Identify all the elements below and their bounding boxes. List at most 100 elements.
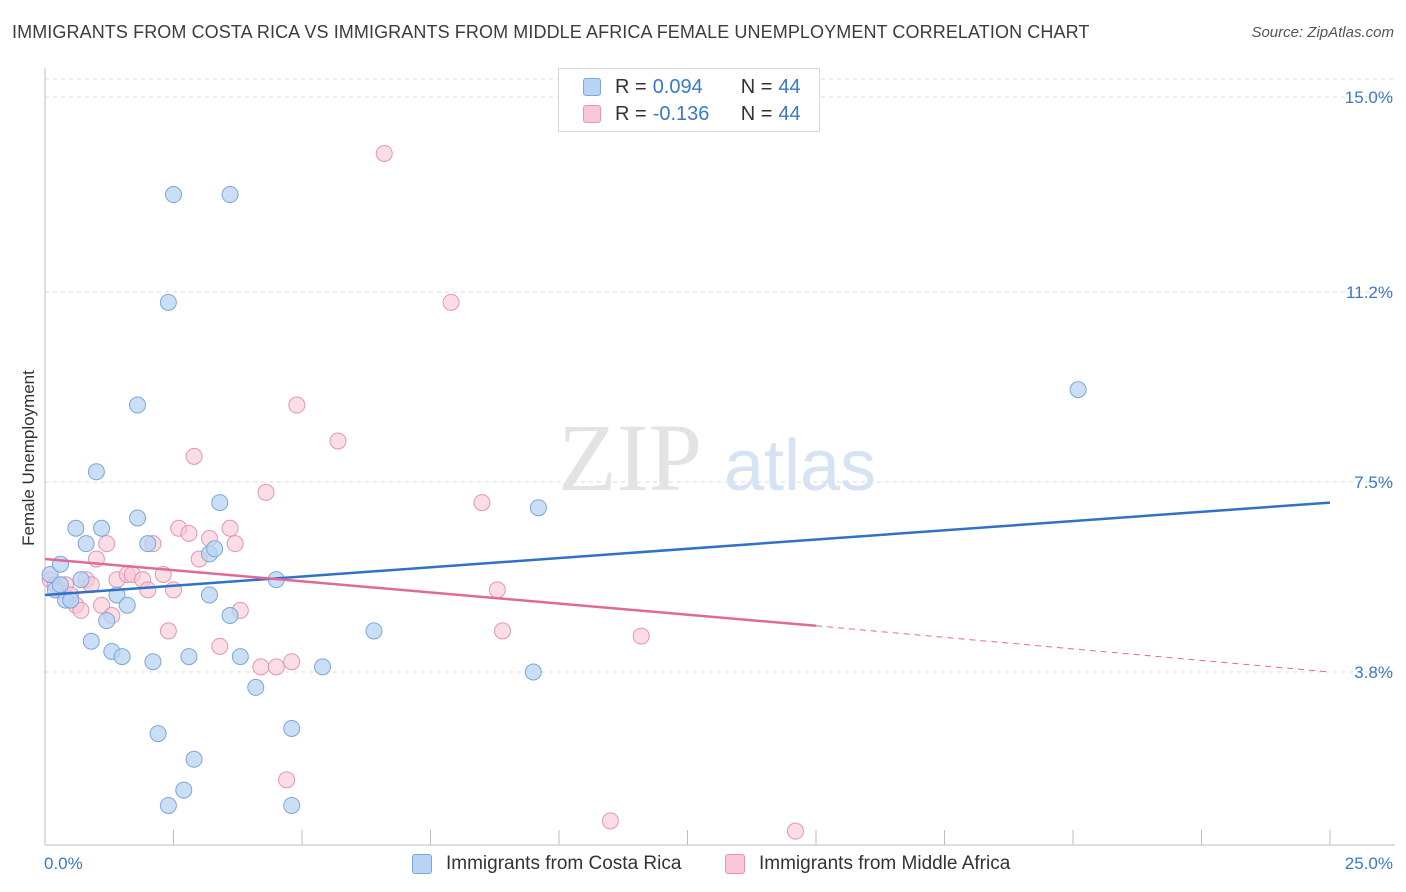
point-costa-rica <box>185 750 203 768</box>
point-middle-africa <box>180 524 198 542</box>
point-costa-rica <box>129 396 147 414</box>
y-tick-label: 3.8% <box>1354 663 1393 682</box>
watermark-zip: ZIP <box>558 404 702 511</box>
legend-label-middle-africa: Immigrants from Middle Africa <box>759 853 1011 874</box>
point-costa-rica <box>67 519 85 537</box>
point-middle-africa <box>473 494 491 512</box>
source-credit: Source: ZipAtlas.com <box>1251 24 1394 41</box>
trend-lines <box>44 501 1331 673</box>
point-middle-africa <box>211 637 229 655</box>
point-middle-africa <box>267 658 285 676</box>
legend-item-costa-rica[interactable]: Immigrants from Costa Rica <box>412 851 681 877</box>
n-label: N = <box>740 75 773 98</box>
y-axis-label-text: Female Unemployment <box>19 370 38 546</box>
point-costa-rica <box>118 596 136 614</box>
point-middle-africa <box>488 581 506 599</box>
r-label: R = <box>615 102 647 125</box>
watermark: ZIP atlas <box>558 404 876 511</box>
trend-line-middle-africa-extrapolated <box>815 625 1331 673</box>
point-middle-africa <box>185 447 203 465</box>
point-costa-rica <box>159 796 177 814</box>
pink-n-value: 44 <box>778 102 801 125</box>
y-axis-label: Female Unemployment <box>19 370 38 546</box>
point-middle-africa <box>632 627 650 645</box>
point-costa-rica <box>206 540 224 558</box>
point-costa-rica <box>283 719 301 737</box>
point-middle-africa <box>139 581 157 599</box>
point-costa-rica <box>82 632 100 650</box>
point-costa-rica <box>98 612 116 630</box>
y-tick-label: 7.5% <box>1354 473 1393 492</box>
point-costa-rica <box>175 781 193 799</box>
trend-line-middle-africa <box>44 557 817 628</box>
point-costa-rica <box>221 186 239 204</box>
point-middle-africa <box>226 535 244 553</box>
point-middle-africa <box>288 396 306 414</box>
series-costa-rica <box>41 186 1087 814</box>
point-middle-africa <box>786 822 804 840</box>
blue-r-value: 0.094 <box>652 75 703 98</box>
watermark-atlas: atlas <box>724 426 876 506</box>
point-costa-rica <box>529 499 547 517</box>
stats-legend: R = 0.094 N = 44 R = -0.136 N = 44 <box>558 68 820 132</box>
point-costa-rica <box>149 725 167 743</box>
point-costa-rica <box>51 576 69 594</box>
point-costa-rica <box>72 571 90 589</box>
point-middle-africa <box>252 658 270 676</box>
point-middle-africa <box>221 519 239 537</box>
point-costa-rica <box>165 186 182 204</box>
point-middle-africa <box>72 601 90 619</box>
point-costa-rica <box>365 622 383 640</box>
point-costa-rica <box>129 509 147 527</box>
legend-swatch-blue <box>412 854 432 874</box>
point-middle-africa <box>93 596 111 614</box>
grid-lines <box>45 78 1395 673</box>
y-tick-label: 11.2% <box>1346 283 1393 302</box>
blue-swatch <box>583 78 601 96</box>
chart-title: IMMIGRANTS FROM COSTA RICA VS IMMIGRANTS… <box>12 22 1090 42</box>
legend-item-middle-africa[interactable]: Immigrants from Middle Africa <box>725 851 1010 877</box>
point-costa-rica <box>314 658 332 676</box>
point-costa-rica <box>247 678 265 696</box>
point-middle-africa <box>257 483 275 501</box>
point-middle-africa <box>493 622 511 640</box>
x-tick-label: 0.0% <box>44 854 83 873</box>
point-costa-rica <box>113 648 131 666</box>
legend-label-costa-rica: Immigrants from Costa Rica <box>446 853 682 874</box>
point-middle-africa <box>98 535 116 553</box>
point-costa-rica <box>144 653 162 671</box>
legend-swatch-pink <box>725 854 745 874</box>
point-middle-africa <box>283 653 301 671</box>
trend-line-costa-rica <box>44 501 1331 597</box>
n-label: N = <box>740 102 773 125</box>
point-costa-rica <box>283 796 301 814</box>
point-costa-rica <box>159 293 177 311</box>
stats-legend-row-pink: R = -0.136 N = 44 <box>583 101 801 127</box>
blue-n-value: 44 <box>778 75 801 98</box>
point-costa-rica <box>231 648 249 666</box>
point-middle-africa <box>278 771 296 789</box>
point-costa-rica <box>41 565 59 583</box>
x-tick-label: 25.0% <box>1345 854 1393 873</box>
point-costa-rica <box>211 494 229 512</box>
pink-swatch <box>583 105 601 123</box>
x-tick-labels: 0.0% 25.0% <box>44 854 1393 873</box>
point-middle-africa <box>442 293 460 311</box>
point-middle-africa <box>601 812 619 830</box>
point-costa-rica <box>221 607 239 625</box>
point-costa-rica <box>77 535 95 553</box>
point-costa-rica <box>180 648 198 666</box>
point-costa-rica <box>200 586 218 604</box>
point-middle-africa <box>375 144 393 162</box>
point-costa-rica <box>139 535 157 553</box>
r-label: R = <box>615 75 647 98</box>
point-costa-rica <box>524 663 542 681</box>
axes <box>44 68 1395 846</box>
point-costa-rica <box>93 519 111 537</box>
y-tick-labels: 3.8% 7.5% 11.2% 15.0% <box>1345 88 1393 682</box>
point-middle-africa <box>329 432 347 450</box>
y-tick-label: 15.0% <box>1345 88 1393 107</box>
point-middle-africa <box>159 622 177 640</box>
stats-legend-row-blue: R = 0.094 N = 44 <box>583 74 801 100</box>
